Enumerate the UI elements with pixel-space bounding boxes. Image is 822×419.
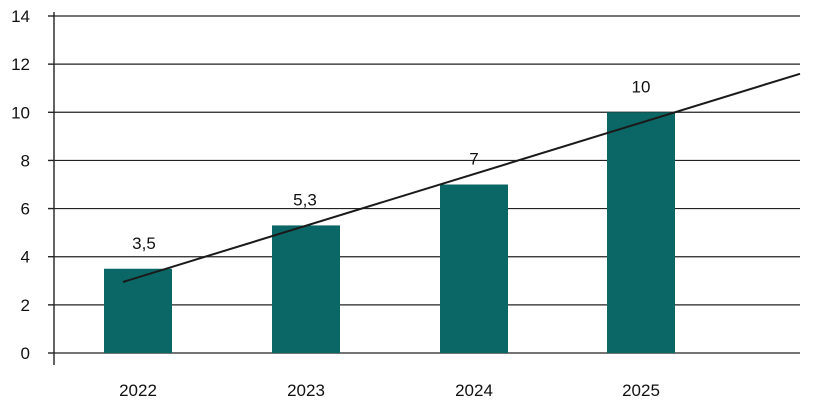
y-tick-label-10: 10 (11, 103, 30, 122)
bar-2025 (607, 112, 675, 354)
y-tick-label-8: 8 (21, 151, 30, 170)
y-tick-label-0: 0 (21, 344, 30, 363)
bar-2023 (272, 225, 340, 353)
bar-2024 (440, 184, 508, 353)
bar-2022 (104, 268, 172, 353)
y-tick-label-6: 6 (21, 200, 30, 219)
data-label-2022: 3,5 (132, 234, 156, 253)
trendline (122, 72, 801, 283)
x-tick-label-2022: 2022 (119, 381, 157, 400)
y-tick-label-12: 12 (11, 55, 30, 74)
x-tick-label-2023: 2023 (287, 381, 325, 400)
x-tick-label-2024: 2024 (455, 381, 493, 400)
y-tick-label-14: 14 (11, 7, 30, 26)
data-label-2025: 10 (632, 77, 651, 96)
x-tick-label-2025: 2025 (622, 381, 660, 400)
y-tick-label-2: 2 (21, 296, 30, 315)
y-tick-label-4: 4 (21, 248, 30, 267)
data-label-2024: 7 (469, 150, 478, 169)
data-label-2023: 5,3 (293, 190, 317, 209)
